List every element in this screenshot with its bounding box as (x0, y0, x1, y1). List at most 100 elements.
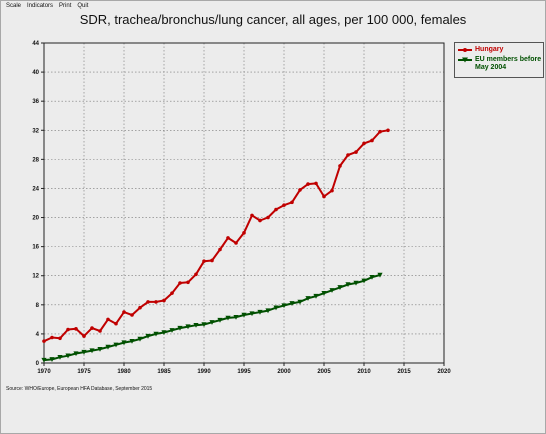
data-point-1 (289, 301, 295, 306)
data-point-1 (145, 333, 151, 339)
menu-bar: Scale Indicators Print Quit (0, 0, 546, 12)
y-tick-label: 8 (36, 303, 40, 309)
data-point-1 (281, 303, 287, 309)
data-point-0 (386, 128, 390, 133)
data-point-1 (153, 331, 159, 337)
data-point-1 (185, 324, 191, 330)
data-point-0 (362, 141, 366, 146)
y-tick-label: 32 (32, 128, 39, 134)
data-point-1 (297, 299, 303, 305)
data-point-0 (250, 213, 254, 218)
data-point-1 (321, 290, 327, 296)
data-point-0 (114, 321, 118, 326)
x-tick-label: 2015 (397, 369, 411, 375)
data-point-0 (314, 181, 318, 186)
data-point-0 (266, 215, 270, 220)
data-point-0 (226, 236, 230, 240)
x-tick-label: 1990 (197, 369, 211, 375)
y-tick-label: 36 (32, 99, 39, 105)
menu-indicators[interactable]: Indicators (27, 3, 54, 9)
data-point-1 (121, 340, 127, 346)
y-tick-label: 24 (32, 186, 39, 192)
data-point-0 (234, 241, 238, 245)
chart-title: SDR, trachea/bronchus/lung cancer, all a… (79, 12, 467, 27)
data-point-1 (217, 317, 223, 323)
data-point-1 (81, 349, 87, 355)
data-point-0 (42, 339, 46, 343)
x-tick-label: 1970 (37, 369, 51, 375)
data-point-1 (249, 311, 255, 317)
data-point-1 (209, 320, 215, 325)
y-tick-label: 12 (32, 274, 39, 280)
x-tick-label: 1975 (77, 369, 91, 375)
x-tick-label: 2005 (317, 369, 331, 375)
data-point-0 (306, 182, 310, 186)
legend-item-hungary: Hungary (458, 46, 503, 54)
data-point-0 (274, 207, 278, 212)
data-point-1 (337, 285, 343, 290)
data-point-0 (138, 305, 142, 310)
data-point-1 (41, 357, 47, 363)
data-point-0 (354, 150, 358, 154)
x-tick-label: 2000 (277, 369, 291, 375)
data-point-1 (313, 293, 319, 299)
data-point-1 (369, 274, 375, 280)
data-point-0 (378, 129, 382, 134)
data-point-0 (170, 291, 174, 295)
data-point-1 (305, 296, 311, 301)
data-point-0 (370, 138, 374, 143)
x-tick-label: 1985 (157, 369, 171, 375)
data-point-1 (345, 282, 351, 288)
data-point-1 (105, 344, 111, 350)
y-tick-label: 44 (32, 41, 39, 47)
y-tick-label: 0 (36, 361, 40, 367)
y-tick-label: 4 (36, 332, 40, 338)
data-point-0 (90, 326, 94, 330)
data-point-1 (49, 357, 55, 362)
data-point-1 (353, 280, 359, 286)
data-point-0 (122, 310, 126, 314)
data-point-0 (338, 164, 342, 168)
data-point-1 (113, 342, 119, 348)
data-point-0 (154, 300, 158, 304)
menu-print[interactable]: Print (59, 3, 72, 9)
x-tick-label: 1980 (117, 369, 131, 375)
data-point-0 (98, 329, 102, 333)
data-point-0 (66, 327, 70, 332)
data-point-1 (169, 328, 175, 333)
data-point-0 (298, 188, 302, 192)
data-point-0 (178, 281, 182, 285)
data-point-0 (210, 258, 214, 263)
x-tick-label: 1995 (237, 369, 251, 375)
source-note: Source: WHO/Europe, European HFA Databas… (6, 386, 153, 392)
data-point-1 (177, 325, 183, 331)
legend: Hungary EU members before May 2004 (454, 42, 544, 78)
data-point-0 (58, 336, 62, 341)
data-point-1 (361, 278, 367, 284)
data-point-1 (73, 351, 79, 357)
data-point-1 (201, 322, 207, 328)
y-tick-label: 40 (32, 70, 39, 76)
data-point-1 (137, 336, 143, 342)
data-point-1 (89, 348, 95, 354)
menu-quit[interactable]: Quit (77, 3, 89, 9)
legend-swatch-eu (458, 56, 472, 64)
data-point-0 (202, 259, 206, 263)
data-point-1 (233, 314, 239, 320)
data-point-0 (186, 280, 190, 285)
data-point-1 (225, 315, 231, 321)
data-point-1 (329, 288, 335, 293)
data-point-0 (258, 218, 262, 223)
data-point-1 (161, 330, 167, 336)
menu-scale[interactable]: Scale (6, 3, 22, 9)
data-point-1 (97, 346, 103, 352)
y-tick-label: 20 (32, 216, 39, 222)
data-point-0 (330, 188, 334, 193)
data-point-1 (377, 272, 383, 278)
data-point-0 (82, 334, 86, 338)
data-point-0 (74, 327, 78, 331)
data-point-1 (65, 353, 71, 359)
data-point-0 (130, 313, 134, 317)
data-point-1 (129, 338, 135, 344)
